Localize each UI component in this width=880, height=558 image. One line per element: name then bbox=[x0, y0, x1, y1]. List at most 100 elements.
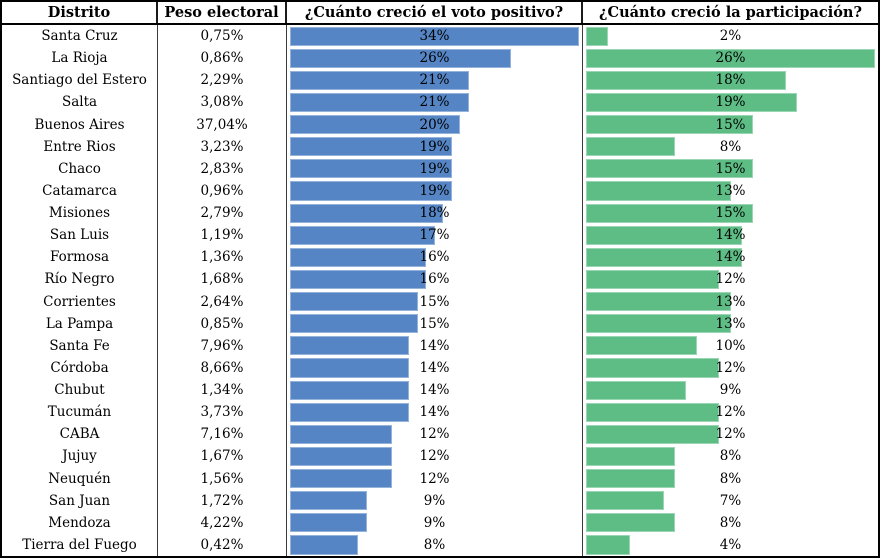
peso-electoral-value: 3,73% bbox=[158, 401, 287, 424]
peso-electoral-value: 3,23% bbox=[158, 135, 287, 158]
peso-electoral-value: 1,19% bbox=[158, 224, 287, 247]
voto-positivo-cell: 26% bbox=[287, 47, 583, 70]
district-name: La Rioja bbox=[2, 47, 158, 70]
voto-positivo-label: 19% bbox=[419, 160, 450, 177]
peso-electoral-value: 1,67% bbox=[158, 445, 287, 468]
voto-positivo-bar bbox=[290, 491, 367, 511]
voto-positivo-cell: 20% bbox=[287, 113, 583, 136]
table-row: Jujuy 1,67% 12% 8% bbox=[2, 445, 878, 468]
voto-positivo-label: 9% bbox=[423, 492, 446, 509]
peso-electoral-value: 37,04% bbox=[158, 113, 287, 136]
district-name: Jujuy bbox=[2, 445, 158, 468]
participacion-bar bbox=[586, 48, 876, 68]
voto-positivo-label: 15% bbox=[419, 315, 450, 332]
participacion-label: 14% bbox=[715, 249, 746, 266]
participacion-bar bbox=[586, 491, 664, 511]
voto-positivo-bar bbox=[290, 92, 469, 112]
table-row: Santiago del Estero 2,29% 21% 18% bbox=[2, 69, 878, 92]
voto-positivo-label: 12% bbox=[419, 426, 450, 443]
table-row: Mendoza 4,22% 9% 8% bbox=[2, 511, 878, 534]
peso-electoral-value: 1,72% bbox=[158, 489, 287, 512]
peso-electoral-value: 2,64% bbox=[158, 290, 287, 313]
voto-positivo-label: 17% bbox=[419, 227, 450, 244]
participacion-bar bbox=[586, 358, 720, 378]
voto-positivo-cell: 9% bbox=[287, 511, 583, 534]
peso-electoral-value: 1,36% bbox=[158, 246, 287, 269]
voto-positivo-cell: 14% bbox=[287, 401, 583, 424]
voto-positivo-label: 8% bbox=[423, 536, 446, 553]
district-name: Chaco bbox=[2, 157, 158, 180]
participacion-bar bbox=[586, 247, 742, 267]
participacion-label: 13% bbox=[715, 182, 746, 199]
participacion-bar bbox=[586, 181, 731, 201]
voto-positivo-cell: 12% bbox=[287, 423, 583, 446]
district-name: Catamarca bbox=[2, 179, 158, 202]
voto-positivo-label: 19% bbox=[419, 138, 450, 155]
table-row: San Juan 1,72% 9% 7% bbox=[2, 489, 878, 512]
peso-electoral-value: 3,08% bbox=[158, 91, 287, 114]
district-name: Tierra del Fuego bbox=[2, 533, 158, 556]
voto-positivo-cell: 9% bbox=[287, 489, 583, 512]
district-name: CABA bbox=[2, 423, 158, 446]
voto-positivo-label: 14% bbox=[419, 359, 450, 376]
participacion-bar bbox=[586, 513, 675, 533]
voto-positivo-label: 19% bbox=[419, 182, 450, 199]
voto-positivo-bar bbox=[290, 469, 393, 489]
voto-positivo-bar bbox=[290, 70, 469, 90]
participacion-label: 7% bbox=[719, 492, 742, 509]
table-row: Córdoba 8,66% 14% 12% bbox=[2, 356, 878, 379]
participacion-bar bbox=[586, 159, 753, 179]
voto-positivo-bar bbox=[290, 48, 512, 68]
voto-positivo-bar bbox=[290, 26, 580, 46]
participacion-label: 14% bbox=[715, 227, 746, 244]
voto-positivo-cell: 15% bbox=[287, 312, 583, 335]
participacion-cell: 4% bbox=[583, 534, 878, 556]
voto-positivo-label: 12% bbox=[419, 448, 450, 465]
participacion-cell: 8% bbox=[583, 468, 878, 490]
voto-positivo-cell: 34% bbox=[287, 25, 583, 48]
header-peso-electoral: Peso electoral bbox=[158, 2, 287, 23]
participacion-bar bbox=[586, 269, 720, 289]
district-name: Chubut bbox=[2, 379, 158, 402]
participacion-label: 12% bbox=[715, 404, 746, 421]
voto-positivo-bar bbox=[290, 446, 393, 466]
district-name: Santa Fe bbox=[2, 334, 158, 357]
table-row: Corrientes 2,64% 15% 13% bbox=[2, 290, 878, 313]
participacion-label: 15% bbox=[715, 205, 746, 222]
participacion-label: 13% bbox=[715, 293, 746, 310]
voto-positivo-label: 26% bbox=[419, 50, 450, 67]
voto-positivo-cell: 18% bbox=[287, 202, 583, 225]
peso-electoral-value: 0,75% bbox=[158, 25, 287, 48]
district-name: Formosa bbox=[2, 246, 158, 269]
participacion-label: 8% bbox=[719, 448, 742, 465]
voto-positivo-bar bbox=[290, 336, 410, 356]
voto-positivo-cell: 19% bbox=[287, 179, 583, 202]
district-name: Corrientes bbox=[2, 290, 158, 313]
voto-positivo-label: 20% bbox=[419, 116, 450, 133]
participacion-cell: 8% bbox=[583, 136, 878, 158]
participacion-label: 15% bbox=[715, 116, 746, 133]
voto-positivo-label: 18% bbox=[419, 205, 450, 222]
voto-positivo-bar bbox=[290, 314, 418, 334]
voto-positivo-bar bbox=[290, 424, 393, 444]
participacion-cell: 12% bbox=[583, 357, 878, 379]
voto-positivo-cell: 15% bbox=[287, 290, 583, 313]
voto-positivo-label: 21% bbox=[419, 94, 450, 111]
table-row: Entre Rios 3,23% 19% 8% bbox=[2, 135, 878, 158]
voto-positivo-bar bbox=[290, 292, 418, 312]
participacion-bar bbox=[586, 336, 698, 356]
voto-positivo-cell: 19% bbox=[287, 157, 583, 180]
district-name: Misiones bbox=[2, 202, 158, 225]
voto-positivo-label: 21% bbox=[419, 72, 450, 89]
participacion-cell: 15% bbox=[583, 202, 878, 224]
peso-electoral-value: 1,56% bbox=[158, 467, 287, 490]
voto-positivo-bar bbox=[290, 402, 410, 422]
participacion-cell: 15% bbox=[583, 114, 878, 136]
table-row: Santa Cruz 0,75% 34% 2% bbox=[2, 25, 878, 48]
participacion-cell: 14% bbox=[583, 224, 878, 246]
peso-electoral-value: 4,22% bbox=[158, 511, 287, 534]
voto-positivo-bar bbox=[290, 535, 359, 555]
table-row: Formosa 1,36% 16% 14% bbox=[2, 246, 878, 269]
peso-electoral-value: 1,68% bbox=[158, 268, 287, 291]
participacion-cell: 26% bbox=[583, 47, 878, 69]
